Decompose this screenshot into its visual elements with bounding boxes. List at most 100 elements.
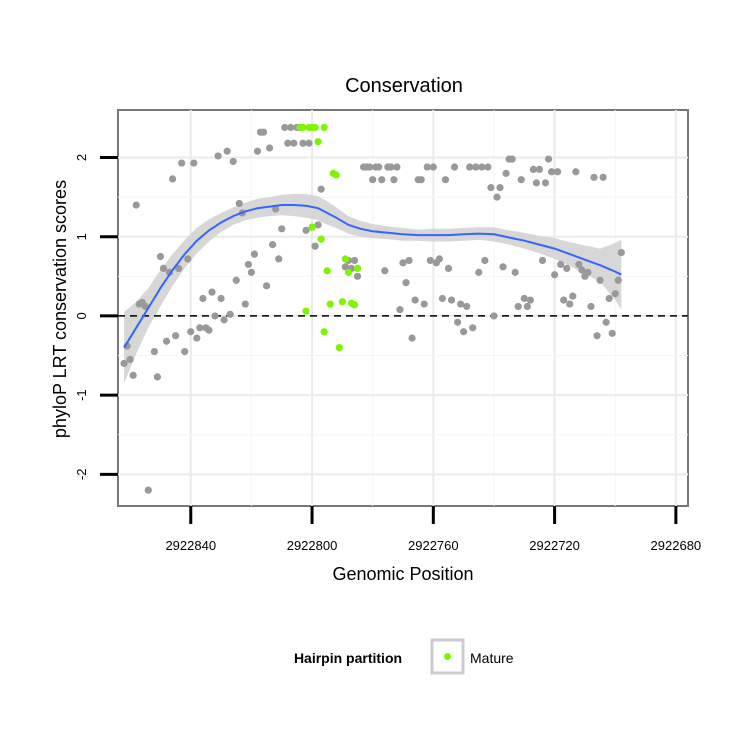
data-point-other <box>262 282 271 290</box>
data-point-other <box>190 159 198 167</box>
data-point-other <box>453 318 462 326</box>
data-point-other <box>441 176 450 184</box>
data-point-other <box>529 165 537 173</box>
data-point-other <box>287 123 295 132</box>
data-point-mature <box>317 235 325 243</box>
data-point-mature <box>332 171 340 179</box>
data-point-other <box>408 334 416 342</box>
data-point-mature <box>299 123 307 132</box>
data-point-other <box>560 296 568 304</box>
data-point-other <box>211 312 219 320</box>
data-point-mature <box>350 301 359 309</box>
data-point-other <box>514 302 522 311</box>
data-point-mature <box>320 123 328 132</box>
data-point-other <box>390 176 398 184</box>
data-point-other <box>502 169 510 177</box>
x-tick-label: 2922800 <box>287 538 338 553</box>
data-point-other <box>393 163 401 171</box>
data-point-other <box>353 272 362 280</box>
data-point-other <box>126 355 134 364</box>
data-point-other <box>241 300 249 308</box>
smooth-curve <box>123 204 622 349</box>
data-point-other <box>159 264 168 272</box>
legend-title: Hairpin partition <box>294 650 402 666</box>
data-point-other <box>314 221 322 229</box>
data-point-other <box>584 268 592 276</box>
data-point-other <box>496 184 504 192</box>
data-point-other <box>381 267 389 275</box>
data-point-other <box>460 328 468 336</box>
data-point-other <box>611 290 619 298</box>
data-point-other <box>550 271 559 279</box>
x-tick-label: 2922760 <box>408 538 459 553</box>
data-point-other <box>493 193 501 201</box>
data-point-other <box>423 163 431 171</box>
data-point-other <box>523 302 531 311</box>
data-point-other <box>463 302 471 311</box>
loess-smooth-line <box>123 204 622 349</box>
data-point-other <box>275 255 283 263</box>
data-point-other <box>269 241 277 249</box>
mature-points <box>296 123 362 352</box>
legend: Hairpin partition Mature <box>294 638 514 675</box>
data-point-other <box>517 176 525 184</box>
data-point-other <box>438 294 447 303</box>
data-point-other <box>396 305 404 314</box>
data-point-other <box>281 123 289 132</box>
data-point-mature <box>344 268 353 276</box>
data-point-other <box>420 300 428 308</box>
data-point-other <box>511 268 519 276</box>
data-point-mature <box>302 307 310 315</box>
data-point-other <box>566 300 574 308</box>
data-point-other <box>429 163 437 171</box>
data-point-other <box>172 332 180 340</box>
data-point-other <box>193 334 201 342</box>
data-point-other <box>229 157 237 166</box>
data-point-other <box>369 176 377 184</box>
data-point-other <box>235 199 243 208</box>
data-point-mature <box>338 298 346 306</box>
y-tick-label: -1 <box>74 389 89 401</box>
confidence-band <box>124 194 622 384</box>
data-point-other <box>575 260 583 269</box>
data-point-other <box>208 288 216 296</box>
data-point-other <box>399 259 407 267</box>
data-point-mature <box>311 123 319 132</box>
data-point-mature <box>314 138 322 146</box>
data-point-mature <box>353 264 362 272</box>
data-point-other <box>617 248 625 257</box>
data-point-other <box>162 337 171 345</box>
data-point-other <box>311 242 319 250</box>
data-point-other <box>572 168 580 176</box>
data-point-other <box>490 312 498 320</box>
data-point-other <box>232 276 240 284</box>
data-point-other <box>217 294 225 303</box>
data-point-other <box>220 316 228 324</box>
data-point-other <box>168 175 177 183</box>
data-point-other <box>614 276 622 284</box>
data-point-other <box>299 139 307 147</box>
legend-mature-dot <box>444 653 451 660</box>
data-point-other <box>444 264 453 272</box>
data-point-other <box>265 144 274 152</box>
x-tick-label: 2922680 <box>651 538 702 553</box>
data-point-other <box>181 347 189 356</box>
y-tick-label: 2 <box>74 154 89 161</box>
data-point-other <box>596 276 604 284</box>
data-point-other <box>205 326 213 334</box>
data-point-other <box>426 256 434 265</box>
chart-title: Conservation <box>345 75 463 97</box>
y-axis-label: phyloP LRT conservation scores <box>50 180 70 438</box>
data-point-other <box>499 263 507 271</box>
data-point-other <box>405 256 413 265</box>
x-axis: 2922840 2922800 2922760 2922720 2922680 <box>165 506 701 553</box>
data-point-other <box>487 184 495 192</box>
data-point-other <box>226 310 234 318</box>
data-point-mature <box>323 267 331 275</box>
y-axis: -2 -1 0 1 2 <box>74 154 118 480</box>
data-point-other <box>578 266 586 274</box>
data-point-other <box>541 179 550 187</box>
data-point-other <box>526 296 534 304</box>
data-point-other <box>350 256 359 265</box>
